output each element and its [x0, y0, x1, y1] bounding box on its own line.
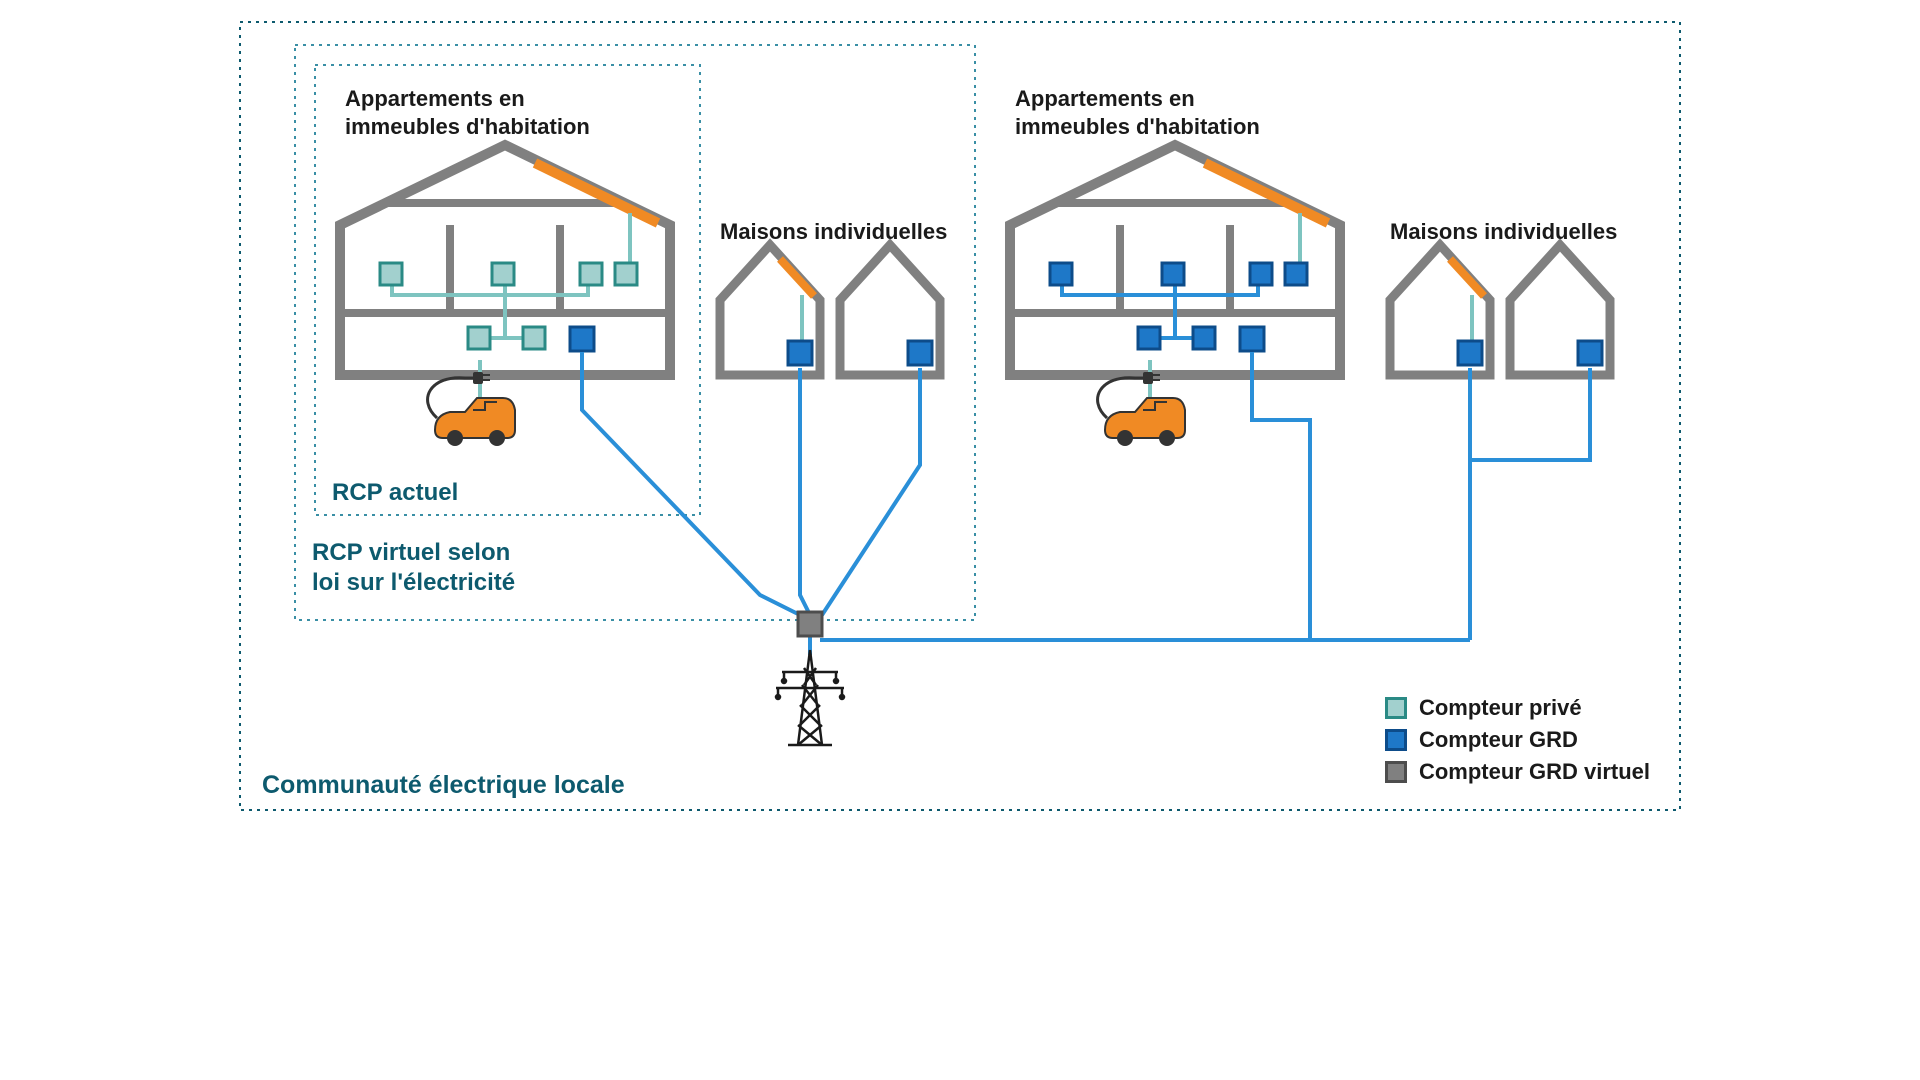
house-right-2: [1510, 245, 1610, 375]
pylon-icon: [776, 650, 844, 745]
house-left-2: [840, 245, 940, 375]
legend-private: Compteur privé: [1385, 695, 1650, 721]
label-rcp-virtuel: RCP virtuel selon loi sur l'électricité: [312, 538, 515, 598]
apartment-right: [1010, 145, 1340, 410]
label-rcp-actuel: RCP actuel: [332, 478, 458, 508]
legend-virtual: Compteur GRD virtuel: [1385, 759, 1650, 785]
legend-virtual-label: Compteur GRD virtuel: [1419, 759, 1650, 785]
rcp-virtuel-line1: RCP virtuel selon: [312, 538, 515, 568]
rcp-virtuel-line2: loi sur l'électricité: [312, 568, 515, 598]
ev-car-right: [1098, 372, 1185, 446]
label-apt-left: Appartements en immeubles d'habitation: [345, 85, 645, 140]
legend-virtual-swatch: [1385, 761, 1407, 783]
virtual-meter: [798, 612, 822, 636]
apartment-left: [340, 145, 670, 410]
label-houses-right: Maisons individuelles: [1390, 218, 1617, 246]
house-left-1: [720, 245, 820, 375]
ev-car-left: [428, 372, 515, 446]
legend-grd: Compteur GRD: [1385, 727, 1650, 753]
grid-wires: [582, 352, 1590, 655]
label-houses-left: Maisons individuelles: [720, 218, 947, 246]
legend-private-swatch: [1385, 697, 1407, 719]
label-apt-right: Appartements en immeubles d'habitation: [1015, 85, 1315, 140]
legend-grd-label: Compteur GRD: [1419, 727, 1578, 753]
diagram-canvas: Appartements en immeubles d'habitation A…: [220, 0, 1700, 830]
house-right-1: [1390, 245, 1490, 375]
legend-grd-swatch: [1385, 729, 1407, 751]
legend: Compteur privé Compteur GRD Compteur GRD…: [1385, 689, 1650, 785]
label-community: Communauté électrique locale: [262, 770, 625, 801]
legend-private-label: Compteur privé: [1419, 695, 1582, 721]
